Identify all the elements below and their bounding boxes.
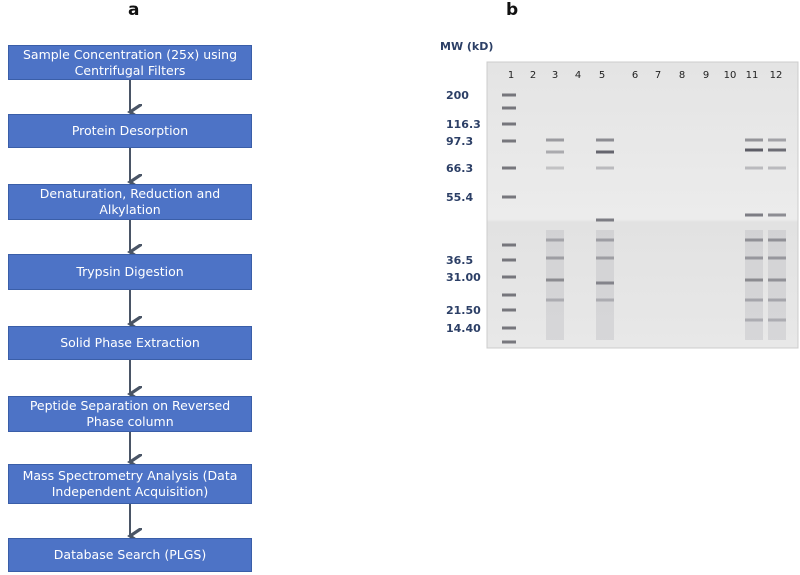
lane-label: 6 (632, 70, 638, 81)
box-text: Peptide Separation on Reversed (29, 398, 231, 413)
mw-marker: 55.4 (446, 191, 473, 204)
box-text: Alkylation (99, 202, 161, 217)
band (502, 258, 516, 262)
band (502, 106, 516, 110)
band (596, 238, 614, 242)
band (502, 122, 516, 126)
band (768, 318, 786, 322)
lane-smear (596, 230, 614, 340)
arrows (0, 80, 260, 575)
lane-label: 1 (508, 70, 514, 81)
band (546, 298, 564, 302)
box-text: Protein Desorption (71, 123, 189, 138)
mw-marker: 66.3 (446, 162, 473, 175)
mw-marker: 97.3 (446, 135, 473, 148)
process-box: Database Search (PLGS) (8, 538, 252, 572)
process-box: Peptide Separation on Reversed Phase colu… (8, 396, 252, 432)
band (768, 138, 786, 142)
band (546, 238, 564, 242)
band (745, 298, 763, 302)
band (768, 298, 786, 302)
mw-marker: 116.3 (446, 118, 481, 131)
box-text: Centrifugal Filters (74, 62, 186, 78)
band (596, 281, 614, 285)
box-text: Phase column (86, 414, 174, 429)
band (768, 256, 786, 260)
mw-marker: 200 (446, 89, 469, 102)
lane-label: 2 (530, 70, 536, 81)
box-text: Sample Concentration (25x) using (22, 46, 238, 62)
band (502, 195, 516, 199)
band (502, 340, 516, 344)
box-text: Denaturation, Reduction and (39, 186, 221, 201)
band (596, 256, 614, 260)
band (745, 256, 763, 260)
band (502, 275, 516, 279)
process-box: Protein Desorption (8, 114, 252, 148)
process-box: Sample Concentration (25x) using Centrifu… (8, 45, 252, 80)
band (745, 148, 763, 152)
band (596, 218, 614, 222)
band (502, 243, 516, 247)
band (745, 166, 763, 170)
panel-label: b (506, 0, 519, 20)
lane-label: 10 (724, 70, 737, 81)
band (596, 138, 614, 142)
box-text: Independent Acquisition) (51, 484, 209, 499)
axis-label: MW (kD) (440, 40, 493, 53)
band (745, 238, 763, 242)
band (546, 150, 564, 154)
band (768, 166, 786, 170)
band (502, 293, 516, 297)
mw-marker: 31.00 (446, 271, 481, 284)
band (502, 308, 516, 312)
mw-marker: 36.5 (446, 254, 473, 267)
band (502, 166, 516, 170)
band (745, 213, 763, 217)
band (546, 166, 564, 170)
process-box: Mass Spectrometry Analysis (Data Independ… (8, 464, 252, 504)
band (596, 166, 614, 170)
lane-label: 5 (599, 70, 605, 81)
lane-label: 12 (770, 70, 783, 81)
band (745, 318, 763, 322)
process-box: Solid Phase Extraction (8, 326, 252, 360)
band (768, 238, 786, 242)
box-text: Trypsin Digestion (76, 264, 184, 279)
box-text: Solid Phase Extraction (60, 335, 200, 350)
band (502, 139, 516, 143)
process-box: Denaturation, Reduction and Alkylation (8, 184, 252, 220)
band (546, 138, 564, 142)
lane-label: 7 (655, 70, 661, 81)
band (596, 298, 614, 302)
lane-label: 8 (679, 70, 685, 81)
band (502, 326, 516, 330)
band (768, 213, 786, 217)
band (546, 256, 564, 260)
lane-label: 9 (703, 70, 709, 81)
mw-marker: 14.40 (446, 322, 481, 335)
process-box: Trypsin Digestion (8, 254, 252, 290)
band (745, 278, 763, 282)
lane-smear (745, 230, 763, 340)
gel (486, 61, 799, 349)
lane-label: 3 (552, 70, 558, 81)
band (502, 93, 516, 97)
lane-smear (768, 230, 786, 340)
band (768, 148, 786, 152)
panel-label: a (128, 0, 140, 20)
box-text: Mass Spectrometry Analysis (Data (22, 468, 238, 483)
band (768, 278, 786, 282)
lane-label: 4 (575, 70, 581, 81)
band (546, 278, 564, 282)
band (745, 138, 763, 142)
mw-marker: 21.50 (446, 304, 481, 317)
lane-smear (546, 230, 564, 340)
lane-label: 11 (746, 70, 759, 81)
band (596, 150, 614, 154)
box-text: Database Search (PLGS) (53, 547, 207, 562)
